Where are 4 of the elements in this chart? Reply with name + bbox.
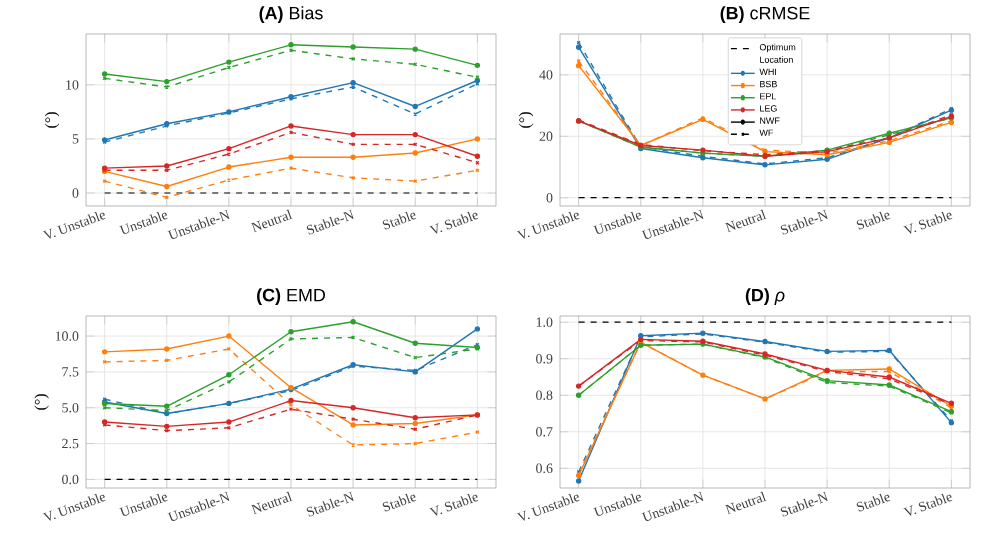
chart-title: (C) EMD bbox=[257, 288, 326, 305]
chart-title: (B) cRMSE bbox=[720, 6, 810, 23]
chart-title: (A) Bias bbox=[259, 6, 323, 23]
chart-title: (D) ρ bbox=[745, 288, 785, 305]
